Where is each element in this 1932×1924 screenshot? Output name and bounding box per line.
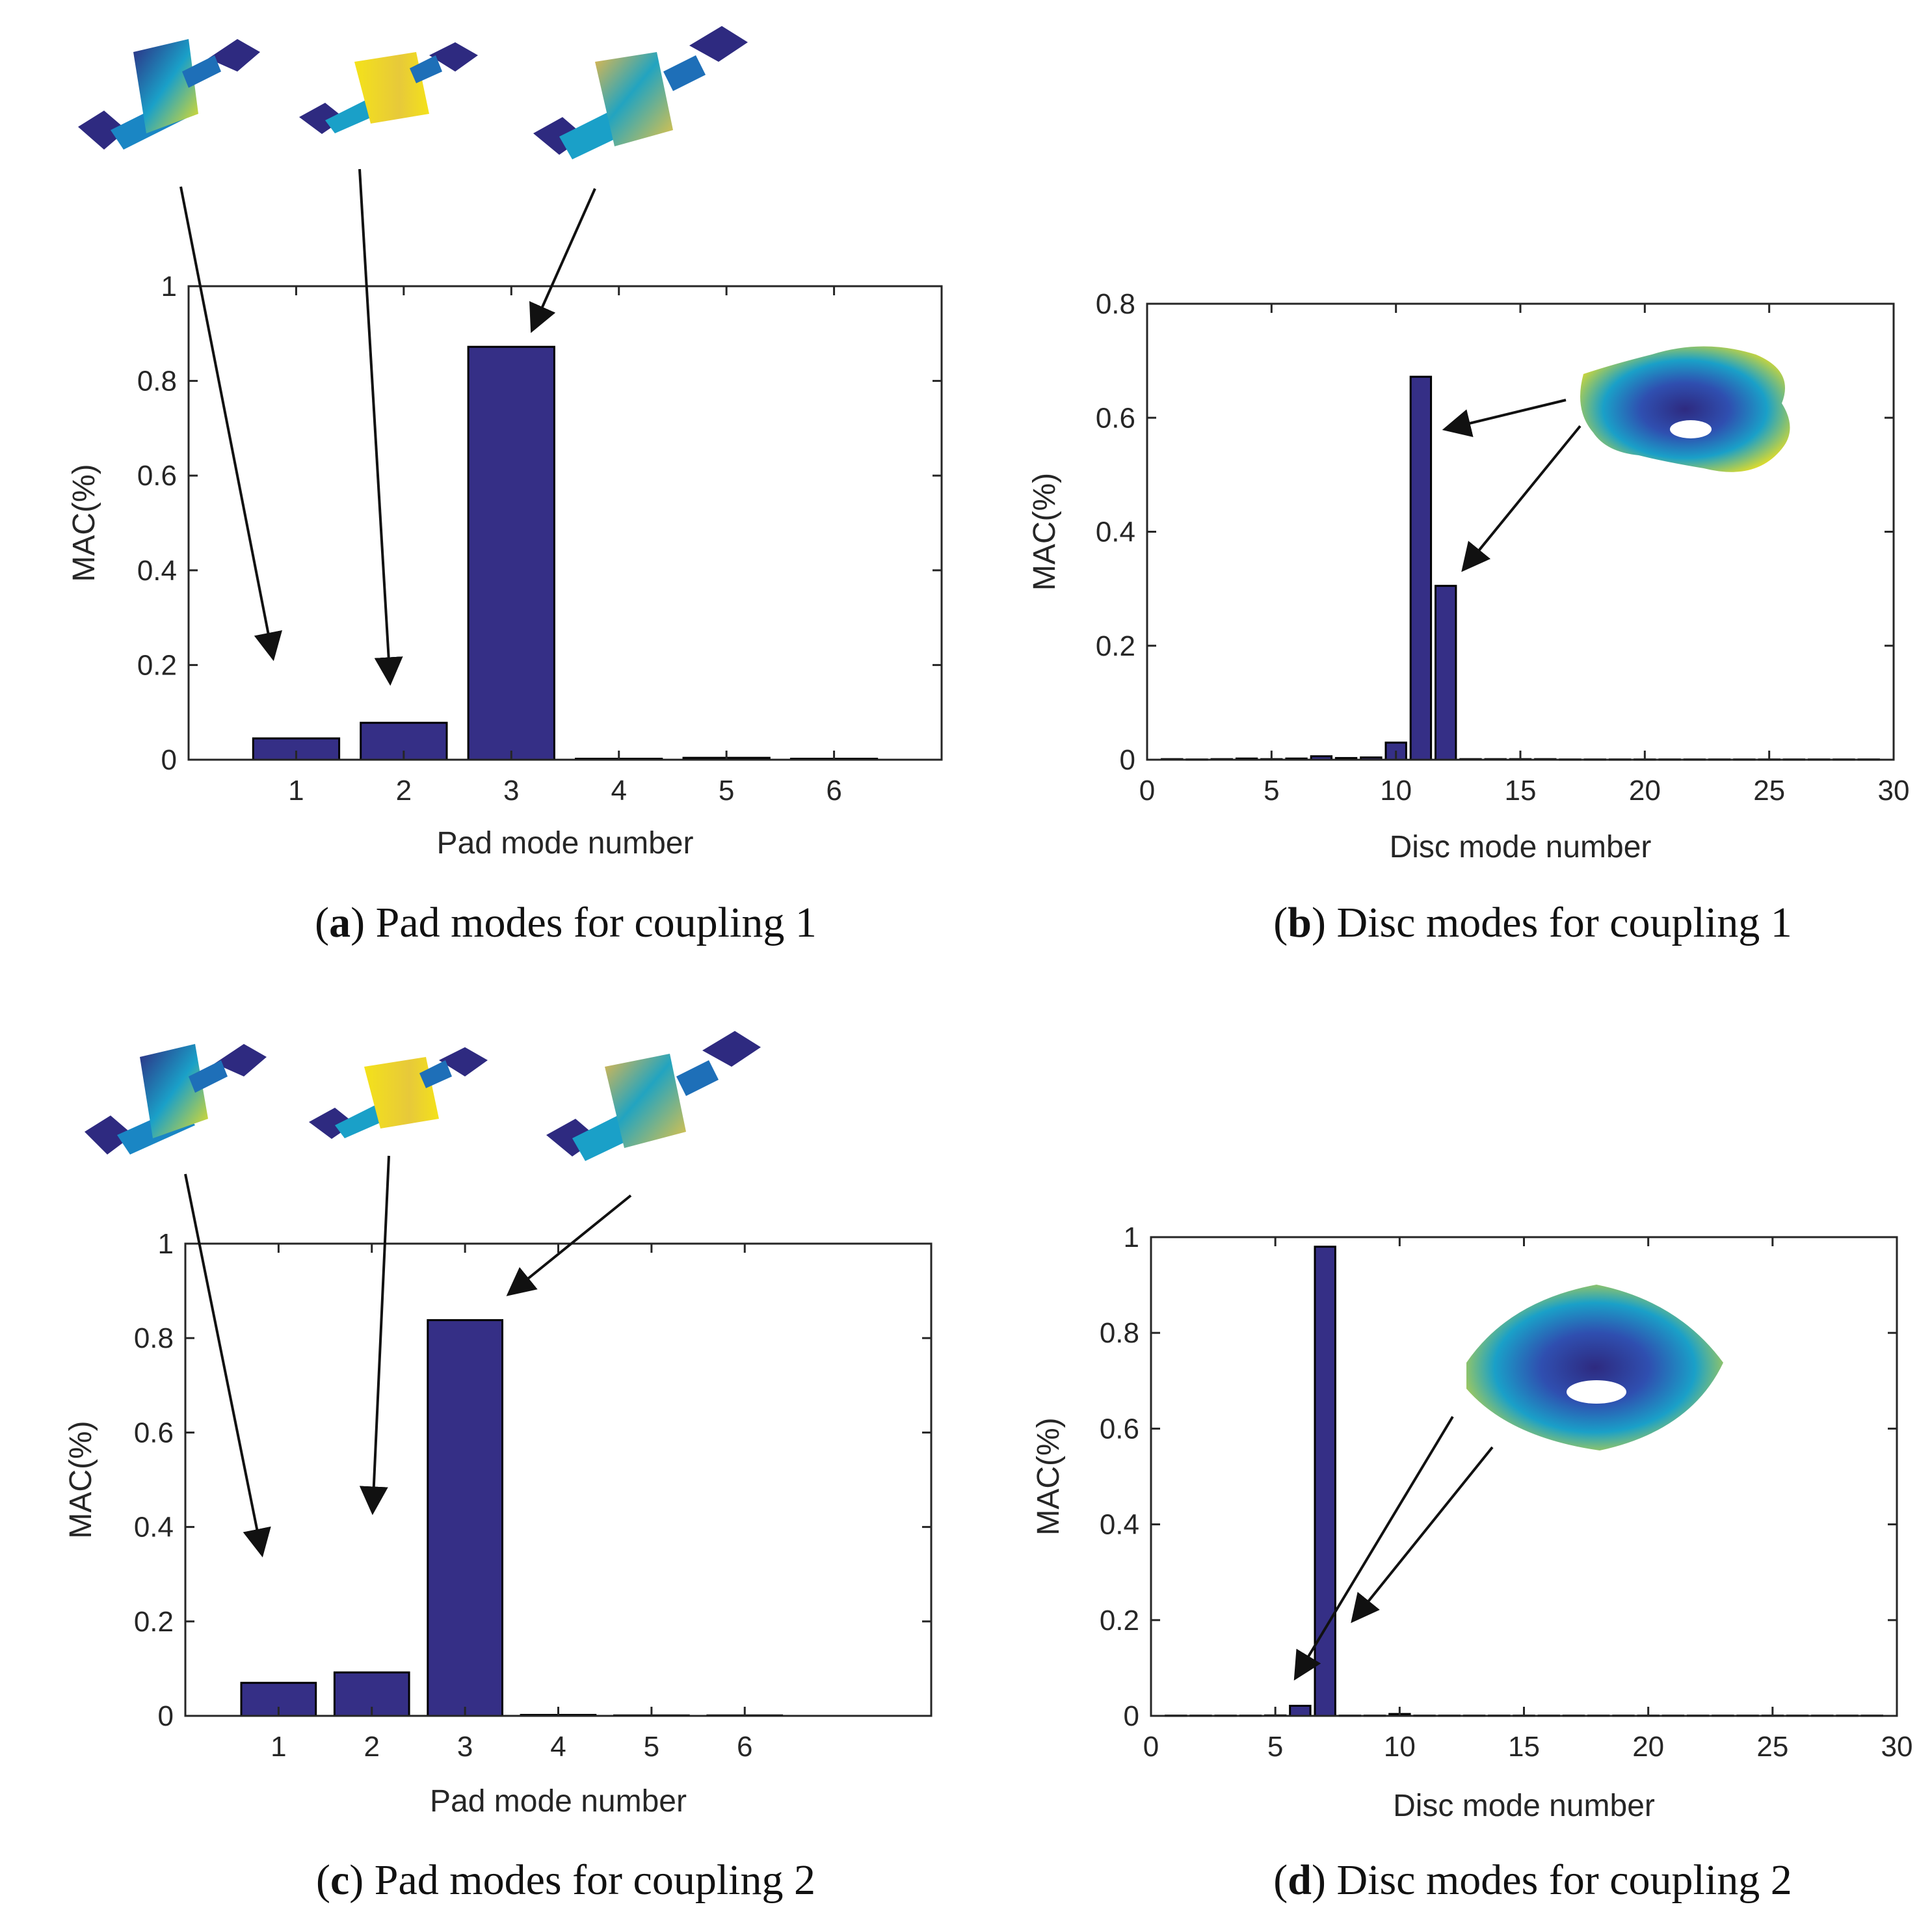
y-axis-label-a: MAC(%) [67,464,101,581]
bar-c-3 [427,1319,503,1717]
caption-b: (b) Disc modes for coupling 1 [1273,899,1792,946]
arrow-mode-1-coupling-2 [184,1173,271,1558]
caption-a: (a) Pad modes for coupling 1 [315,899,817,946]
xtick-label-c: 4 [550,1731,566,1763]
arrow-disc-mode-6 [1293,1415,1454,1681]
ytick-label-a: 0.4 [137,555,177,587]
ytick-label-c: 0.4 [134,1512,174,1543]
xtick-label-d: 0 [1143,1731,1159,1763]
ytick-label-c: 0.2 [134,1606,174,1638]
pad-mode-shape-3-coupling-2 [546,1031,761,1161]
x-axis-label-a: Pad mode number [437,826,694,861]
disc-mode-shape-2 [1466,1285,1723,1450]
bar-d-7 [1314,1246,1336,1717]
xtick-label-c: 3 [457,1731,473,1763]
ytick-label-b: 0.4 [1096,516,1135,548]
xtick-label-b: 15 [1505,775,1537,807]
panel-c: 0 0.2 0.4 0.6 0.8 1 1 2 3 4 5 6 Pad mode number MAC(%… [64,1031,933,1904]
xtick-label-b: 20 [1629,775,1661,807]
plot-frame-d [1150,1236,1898,1717]
pad-mode-shape-2-coupling-2 [309,1047,488,1139]
panel-b: 0 0.2 0.4 0.6 0.8 0 5 10 15 20 25 30 Disc mode numbe… [1027,288,1909,946]
xtick-label-a: 1 [288,775,304,807]
ytick-label-b: 0.2 [1096,630,1135,662]
disc-mode-shape-1 [1580,346,1790,472]
ytick-label-d: 0 [1124,1700,1139,1732]
xtick-label-a: 2 [396,775,412,807]
ytick-label-c: 0 [158,1700,174,1732]
y-axis-label-c: MAC(%) [64,1421,98,1538]
arrow-disc-mode-7 [1351,1446,1494,1623]
xtick-label-d: 5 [1267,1731,1283,1763]
xtick-label-c: 5 [644,1731,659,1763]
xtick-label-c: 1 [271,1731,286,1763]
y-axis-label-b: MAC(%) [1027,473,1062,591]
ytick-label-a: 0.8 [137,366,177,397]
xtick-label-d: 30 [1881,1731,1913,1763]
xtick-label-b: 10 [1380,775,1412,807]
ytick-label-b: 0 [1120,744,1135,776]
arrow-disc-mode-12 [1461,425,1581,572]
xtick-label-a: 5 [719,775,734,807]
arrow-disc-mode-11 [1442,399,1567,438]
ytick-label-d: 0.2 [1100,1605,1139,1637]
pad-mode-shape-1 [78,39,260,150]
pad-mode-shape-2 [299,42,478,134]
xtick-label-d: 15 [1508,1731,1540,1763]
ytick-label-a: 0.6 [137,460,177,492]
ytick-label-a: 0.2 [137,649,177,681]
bar-d-6 [1289,1705,1312,1717]
plot-frame-c [184,1242,933,1717]
panel-a: 0 0.2 0.4 0.6 0.8 1 1 2 3 4 5 6 Pad mode number MAC(%… [67,26,943,946]
plot-frame-b [1146,302,1895,761]
arrow-mode-3-coupling-2 [506,1194,632,1296]
x-axis-label-d: Disc mode number [1393,1789,1655,1823]
xtick-label-d: 20 [1632,1731,1664,1763]
xtick-label-a: 6 [826,775,841,807]
ytick-label-b: 0.6 [1096,402,1135,434]
pad-mode-shape-1-coupling-2 [85,1044,267,1155]
ytick-label-a: 1 [161,271,177,302]
ytick-label-c: 0.8 [134,1322,174,1354]
bar-b-12 [1435,585,1457,761]
bar-a-3 [467,345,555,761]
chart-b: 0 0.2 0.4 0.6 0.8 0 5 10 15 20 25 30 Disc mode numbe… [1027,288,1909,864]
ytick-label-d: 1 [1124,1222,1139,1253]
arrow-mode-3 [529,188,596,334]
caption-c: (c) Pad modes for coupling 2 [316,1856,815,1904]
ytick-label-b: 0.8 [1096,288,1135,320]
ytick-label-c: 1 [158,1228,174,1260]
x-axis-label-c: Pad mode number [430,1784,687,1819]
xtick-label-b: 25 [1753,775,1785,807]
xtick-label-b: 0 [1139,775,1155,807]
pad-mode-shape-3 [533,26,748,159]
xtick-label-c: 2 [364,1731,380,1763]
xtick-label-b: 5 [1264,775,1279,807]
arrow-mode-1 [179,186,282,661]
arrow-mode-2 [358,168,403,686]
xtick-label-a: 4 [611,775,626,807]
chart-a: 0 0.2 0.4 0.6 0.8 1 1 2 3 4 5 6 Pad mode number MAC(%… [67,271,943,861]
ytick-label-d: 0.4 [1100,1509,1139,1541]
arrow-mode-2-coupling-2 [359,1155,390,1516]
xtick-label-d: 25 [1756,1731,1788,1763]
xtick-label-b: 30 [1878,775,1910,807]
ytick-label-d: 0.6 [1100,1413,1139,1445]
y-axis-label-d: MAC(%) [1031,1417,1066,1535]
ytick-label-c: 0.6 [134,1417,174,1449]
xtick-label-a: 3 [503,775,519,807]
plot-frame-a [187,285,943,761]
bar-b-11 [1409,375,1433,761]
xtick-label-c: 6 [737,1731,752,1763]
ytick-label-a: 0 [161,744,177,776]
ytick-label-d: 0.8 [1100,1317,1139,1349]
x-axis-label-b: Disc mode number [1390,830,1652,864]
caption-d: (d) Disc modes for coupling 2 [1273,1856,1792,1904]
chart-c: 0 0.2 0.4 0.6 0.8 1 1 2 3 4 5 6 Pad mode number MAC(%… [64,1228,933,1819]
xtick-label-d: 10 [1384,1731,1416,1763]
